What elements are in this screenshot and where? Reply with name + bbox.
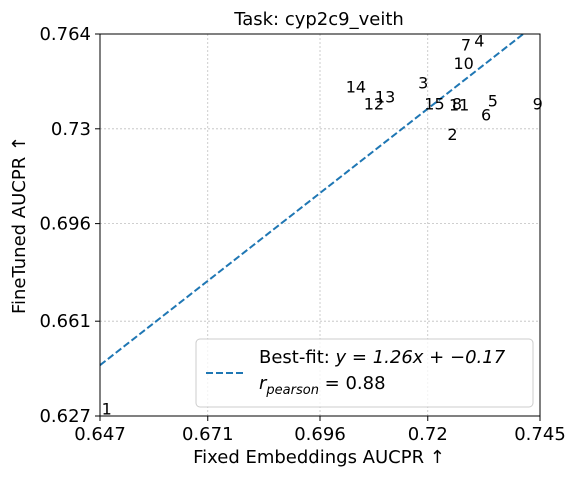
y-axis: 0.627 0.661 0.696 0.73 0.764: [39, 24, 100, 427]
y-tick-label: 0.73: [51, 119, 91, 140]
y-tick-label: 0.661: [39, 311, 91, 332]
point-label-12: 12: [364, 94, 384, 113]
point-label-3: 3: [418, 73, 428, 92]
point-label-14: 14: [346, 78, 366, 97]
x-tick-label: 0.745: [514, 424, 566, 445]
legend-fit-equation: Best-fit: y = 1.26x + −0.17: [259, 347, 506, 368]
point-label-9: 9: [533, 94, 543, 113]
point-label-11: 11: [449, 96, 469, 115]
x-axis: 0.647 0.671 0.696 0.72 0.745: [74, 416, 566, 445]
point-label-2: 2: [447, 125, 457, 144]
legend: Best-fit: y = 1.26x + −0.17 rpearson = 0…: [195, 338, 534, 408]
legend-fit-eq: y = 1.26x + −0.17: [335, 347, 506, 368]
point-label-5: 5: [488, 91, 498, 110]
point-label-6: 6: [481, 105, 491, 124]
legend-box: [195, 338, 534, 408]
y-tick-label: 0.627: [39, 406, 91, 427]
x-tick-label: 0.696: [294, 424, 346, 445]
fit-line: [99, 33, 524, 366]
legend-pearson-var: r: [259, 373, 268, 394]
x-tick-label: 0.647: [74, 424, 126, 445]
chart-title: Task: cyp2c9_veith: [233, 9, 404, 30]
point-label-8: 8: [452, 94, 462, 113]
y-tick-label: 0.764: [39, 24, 91, 45]
legend-pearson-val: = 0.88: [319, 373, 386, 394]
point-label-1: 1: [102, 400, 112, 419]
point-label-15: 15: [424, 94, 444, 113]
point-label-13: 13: [375, 87, 395, 106]
x-axis-label: Fixed Embeddings AUCPR ↑: [193, 447, 445, 468]
y-tick-label: 0.696: [39, 214, 91, 235]
y-axis-label: FineTuned AUCPR ↑: [9, 136, 30, 314]
x-tick-label: 0.72: [408, 424, 448, 445]
point-label-7: 7: [461, 36, 471, 55]
legend-pearson: rpearson = 0.88: [259, 373, 386, 398]
point-label-4: 4: [474, 32, 484, 51]
legend-pearson-sub: pearson: [265, 383, 319, 398]
point-label-10: 10: [453, 54, 473, 73]
fit-line-layer: [99, 33, 524, 366]
legend-fit-prefix: Best-fit:: [259, 347, 336, 368]
x-tick-label: 0.671: [182, 424, 234, 445]
